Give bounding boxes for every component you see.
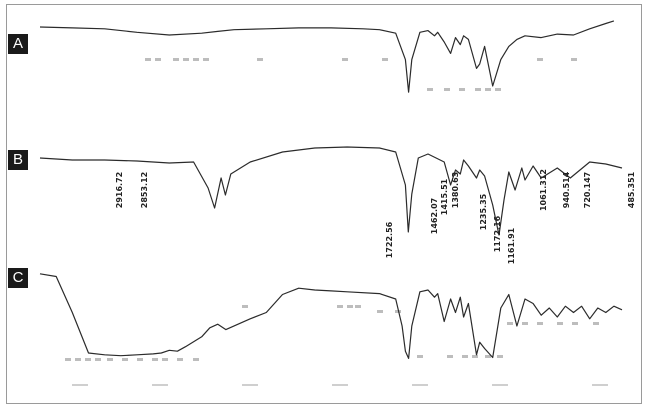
spectrum-trace-c <box>39 273 623 359</box>
minor-annotation-mark <box>242 305 248 308</box>
peak-label: 1462.07 <box>430 198 439 234</box>
panel-label-a: A <box>8 34 28 54</box>
x-axis-tick-mark <box>592 384 608 386</box>
minor-annotation-mark <box>485 355 491 358</box>
peak-label: 940.514 <box>562 171 571 208</box>
peak-label: 720.147 <box>583 172 592 208</box>
minor-annotation-mark <box>193 58 199 61</box>
peak-label: 1722.56 <box>385 221 394 258</box>
minor-annotation-mark <box>475 88 481 91</box>
figure-frame <box>6 4 642 404</box>
minor-annotation-mark <box>395 310 401 313</box>
peak-label: 1380.63 <box>451 172 460 208</box>
minor-annotation-mark <box>75 358 81 361</box>
minor-annotation-mark <box>377 310 383 313</box>
x-axis-tick-mark <box>242 384 258 386</box>
minor-annotation-mark <box>342 58 348 61</box>
peak-label: 2853.12 <box>140 172 149 208</box>
x-axis-tick-mark <box>492 384 508 386</box>
minor-annotation-mark <box>447 355 453 358</box>
x-axis-tick-mark <box>72 384 88 386</box>
x-axis-tick-mark <box>332 384 348 386</box>
x-axis-tick-mark <box>152 384 168 386</box>
minor-annotation-mark <box>522 322 528 325</box>
panel-label-c: C <box>8 268 28 288</box>
peak-label: 1161.91 <box>507 227 516 264</box>
panel-c-minor-labels <box>65 305 599 361</box>
panel-a-minor-labels <box>145 58 577 91</box>
minor-annotation-mark <box>257 58 263 61</box>
minor-annotation-mark <box>122 358 128 361</box>
minor-annotation-mark <box>177 358 183 361</box>
minor-annotation-mark <box>145 58 151 61</box>
minor-annotation-mark <box>152 358 158 361</box>
minor-annotation-mark <box>537 322 543 325</box>
peak-label: 1061.312 <box>539 169 548 211</box>
minor-annotation-mark <box>162 358 168 361</box>
minor-annotation-mark <box>355 305 361 308</box>
peak-label: 485.351 <box>627 171 636 208</box>
minor-annotation-mark <box>173 58 179 61</box>
minor-annotation-mark <box>472 355 478 358</box>
peak-label: 1415.51 <box>440 178 449 215</box>
minor-annotation-mark <box>155 58 161 61</box>
minor-annotation-mark <box>417 355 423 358</box>
minor-annotation-mark <box>183 58 189 61</box>
minor-annotation-mark <box>95 358 101 361</box>
peak-label: 1172.16 <box>493 215 502 252</box>
minor-annotation-mark <box>557 322 563 325</box>
minor-annotation-mark <box>203 58 209 61</box>
minor-annotation-mark <box>137 358 143 361</box>
minor-annotation-mark <box>571 58 577 61</box>
minor-annotation-mark <box>459 88 465 91</box>
minor-annotation-mark <box>337 305 343 308</box>
minor-annotation-mark <box>347 305 353 308</box>
minor-annotation-mark <box>427 88 433 91</box>
x-axis-tick-labels <box>72 384 608 386</box>
minor-annotation-mark <box>462 355 468 358</box>
panel-label-b: B <box>8 150 28 170</box>
minor-annotation-mark <box>537 58 543 61</box>
minor-annotation-mark <box>107 358 113 361</box>
minor-annotation-mark <box>485 88 491 91</box>
minor-annotation-mark <box>65 358 71 361</box>
minor-annotation-mark <box>85 358 91 361</box>
minor-annotation-mark <box>193 358 199 361</box>
minor-annotation-mark <box>495 88 501 91</box>
minor-annotation-mark <box>572 322 578 325</box>
minor-annotation-mark <box>497 355 503 358</box>
minor-annotation-mark <box>507 322 513 325</box>
minor-annotation-mark <box>382 58 388 61</box>
spectrum-trace-a <box>39 20 615 93</box>
minor-annotation-mark <box>593 322 599 325</box>
peak-label: 2916.72 <box>115 172 124 208</box>
peak-label: 1235.35 <box>479 193 488 230</box>
spectrum-trace-b <box>39 146 623 236</box>
minor-annotation-mark <box>444 88 450 91</box>
x-axis-tick-mark <box>412 384 428 386</box>
